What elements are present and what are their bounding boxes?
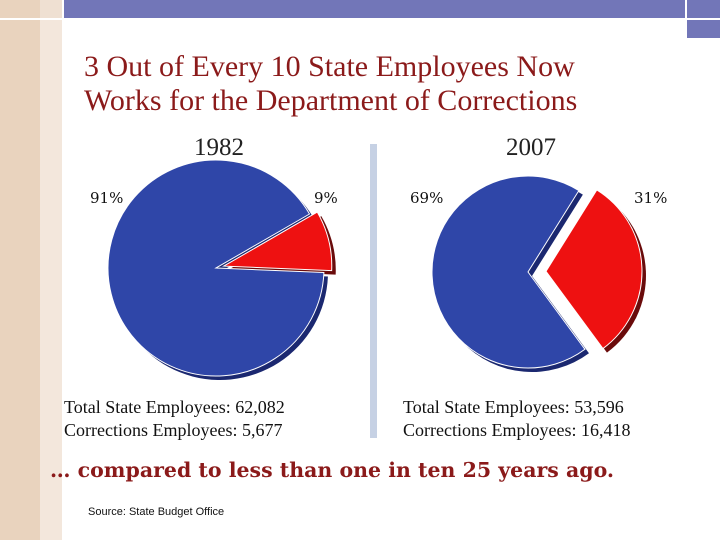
frame-top-left-tan-2	[40, 0, 62, 18]
frame-right-light	[686, 38, 720, 540]
frame-top-left-tan	[0, 0, 40, 18]
stats-2007-corrections: Corrections Employees: 16,418	[403, 420, 631, 440]
stats-2007: Total State Employees: 53,596 Correction…	[403, 396, 630, 442]
chart-2007-title: 2007	[506, 134, 556, 161]
pie-2007-label-31: 31%	[634, 189, 668, 207]
stats-1982: Total State Employees: 62,082 Correction…	[64, 396, 285, 442]
pie-2007-label-69: 69%	[410, 189, 444, 207]
pie-1982-slice-9	[222, 211, 333, 272]
frame-right-blue	[686, 20, 720, 38]
source-note: Source: State Budget Office	[88, 506, 225, 518]
stats-1982-corrections: Corrections Employees: 5,677	[64, 420, 283, 440]
stats-1982-total: Total State Employees: 62,082	[64, 397, 285, 417]
frame-top-right-block	[686, 0, 720, 18]
frame-top-bar	[64, 0, 686, 18]
frame-left-stripe	[40, 20, 62, 540]
frame-left-tan	[0, 20, 40, 540]
chart-1982-title: 1982	[194, 134, 244, 161]
title-line-1: 3 Out of Every 10 State Employees Now	[84, 50, 575, 83]
slide-title: 3 Out of Every 10 State Employees Now Wo…	[84, 50, 704, 118]
chart-divider	[370, 144, 377, 438]
title-line-2: Works for the Department of Corrections	[84, 84, 578, 117]
stats-2007-total: Total State Employees: 53,596	[403, 397, 624, 417]
pie-2007-slice-31	[545, 189, 643, 350]
pie-1982-label-91: 91%	[90, 189, 124, 207]
bottom-caption: … compared to less than one in ten 25 ye…	[50, 458, 615, 482]
pie-2007-slice-69	[431, 175, 586, 369]
pie-1982-slice-91	[107, 159, 325, 377]
pie-1982-label-9: 9%	[314, 189, 338, 207]
